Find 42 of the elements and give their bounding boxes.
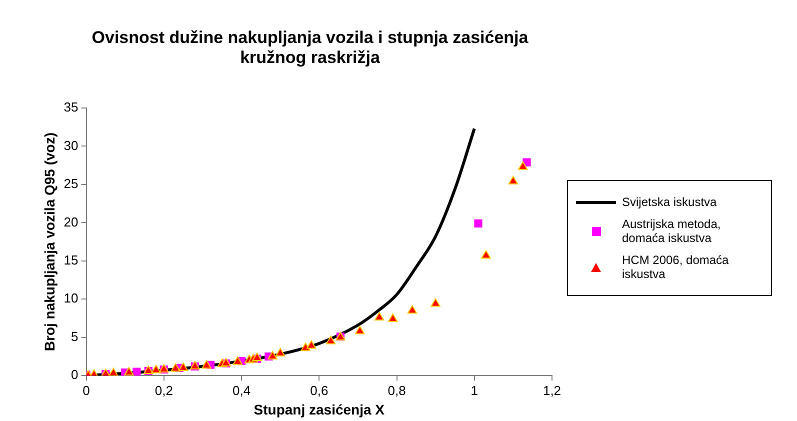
legend-label: Austrijska metoda, domaća iskustva [622, 217, 722, 245]
point [374, 312, 384, 320]
y-tick-label: 10 [64, 290, 78, 306]
x-tick-label: 0,2 [154, 382, 173, 398]
point [132, 368, 141, 376]
y-tick-label: 30 [64, 138, 78, 153]
legend-label: HCM 2006, domaća iskustva [622, 253, 730, 281]
x-tick-label: 0,8 [388, 382, 406, 398]
point [108, 368, 118, 376]
x-tick-label: 0,6 [310, 382, 328, 398]
y-axis-title: Broj nakupljanja vozila Q95 (voz) [41, 132, 58, 352]
point [430, 298, 440, 307]
point [474, 219, 482, 228]
point [326, 336, 336, 344]
point [170, 363, 180, 372]
point [151, 364, 161, 374]
x-tick-label: 0,4 [232, 382, 251, 398]
y-tick-label: 5 [71, 328, 78, 344]
chart-title: Ovisnost dužine nakupljanja vozila i stupnja zasićenja kružnog raskrižja [90, 28, 530, 68]
point [355, 326, 365, 334]
point [178, 362, 188, 371]
y-tick-label: 25 [64, 176, 78, 192]
point [275, 348, 286, 356]
x-axis-title: Stupanj zasićenja X [254, 401, 386, 418]
y-tick-label: 20 [64, 214, 78, 230]
x-tick-label: 1 [470, 382, 478, 398]
point [202, 360, 212, 369]
point [481, 250, 491, 259]
point [232, 356, 242, 365]
point [388, 314, 398, 322]
x-tick-label: 1,2 [542, 382, 562, 398]
y-tick-label: 0 [71, 367, 78, 382]
point [268, 350, 278, 360]
x-tick-label: 0 [82, 382, 90, 398]
point [518, 161, 528, 170]
point [407, 305, 418, 314]
point [124, 367, 134, 376]
point [508, 176, 518, 184]
y-tick-label: 35 [64, 100, 78, 115]
point [306, 340, 316, 349]
legend-label: Svijetska iskustva [622, 195, 717, 209]
y-tick-label: 15 [64, 252, 78, 268]
